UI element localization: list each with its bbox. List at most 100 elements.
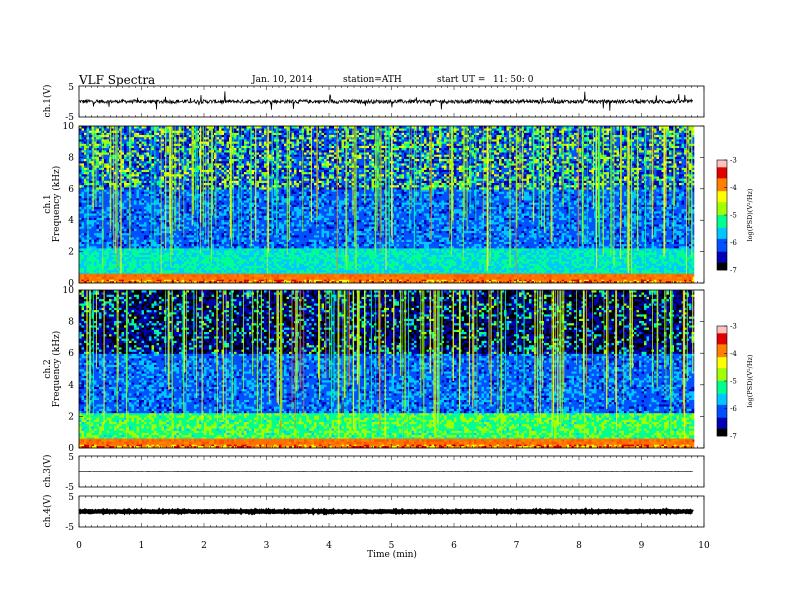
spectrogram-cell (407, 259, 410, 261)
spectrogram-cell (147, 244, 150, 246)
spectrogram-cell (137, 239, 140, 241)
spectrogram-cell (512, 248, 515, 250)
spectrogram-cell (382, 244, 385, 246)
spectrogram-cell (254, 263, 257, 265)
spectrogram-cell (547, 259, 550, 261)
spectrogram-cell (307, 244, 310, 246)
spectrogram-cell (142, 253, 145, 255)
spectrogram-cell (457, 248, 460, 250)
spectrogram-cell (202, 250, 205, 252)
spectrogram-cell (579, 248, 582, 250)
spectrogram-cell (472, 242, 475, 244)
spectrogram-cell (434, 263, 437, 265)
spectrogram-cell (202, 255, 205, 257)
spectrogram-cell (634, 261, 637, 263)
spectrogram-cell (447, 244, 450, 246)
spectrogram-cell (432, 250, 435, 252)
spectrogram-cell (299, 270, 302, 272)
spectrogram-cell (309, 244, 312, 246)
spectrogram-cell (587, 244, 590, 246)
spectrogram-cell (104, 255, 107, 257)
spectrogram-cell (157, 261, 160, 263)
spectrogram-cell (472, 250, 475, 252)
spectrogram-cell (519, 263, 522, 265)
spectrogram-cell (637, 253, 640, 255)
spectrogram-cell (162, 259, 165, 261)
spectrogram-cell (434, 253, 437, 255)
spectrogram-cell (244, 248, 247, 250)
spectrogram-cell (187, 253, 190, 255)
spectrogram-cell (179, 248, 182, 250)
spectrogram-cell (172, 259, 175, 261)
spectrogram-cell (154, 266, 157, 268)
spectrogram-cell (562, 266, 565, 268)
spectrogram-cell (537, 242, 540, 244)
spectrogram-cell (609, 259, 612, 261)
spectrogram-cell (347, 270, 350, 272)
spectrogram-cell (254, 259, 257, 261)
spectrogram-cell (167, 239, 170, 241)
spectrogram-cell (84, 250, 87, 252)
spectrogram-cell (517, 270, 520, 272)
spectrogram-cell (147, 263, 150, 265)
spectrogram-cell (234, 253, 237, 255)
spectrogram-cell (534, 242, 537, 244)
spectrogram-cell (242, 266, 245, 268)
spectrogram-cell (312, 248, 315, 250)
spectrogram-cell (257, 239, 260, 241)
spectrogram-cell (187, 250, 190, 252)
spectrogram-cell (579, 250, 582, 252)
spectrogram-cell (552, 259, 555, 261)
spectrogram-cell (522, 255, 525, 257)
spectrogram-cell (214, 253, 217, 255)
spectrogram-cell (279, 253, 282, 255)
spectrogram-cell (337, 253, 340, 255)
spectrogram-cell (444, 263, 447, 265)
spectrogram-cell (497, 253, 500, 255)
spectrogram-cell (574, 250, 577, 252)
spectrogram-cell (459, 242, 462, 244)
spectrogram-cell (394, 259, 397, 261)
spectrogram-cell (409, 255, 412, 257)
spectrogram-cell (167, 242, 170, 244)
spectrogram-cell (424, 248, 427, 250)
spectrogram-cell (479, 248, 482, 250)
spectrogram-cell (572, 266, 575, 268)
spectrogram-cell (464, 270, 467, 272)
spectrogram-cell (219, 259, 222, 261)
spectrogram-cell (472, 244, 475, 246)
spectrogram-cell (214, 244, 217, 246)
spectrogram-cell (214, 248, 217, 250)
spectrogram-cell (284, 239, 287, 241)
spectrogram-cell (549, 244, 552, 246)
spectrogram-cell (447, 259, 450, 261)
spectrogram-cell (92, 244, 95, 246)
spectrogram-cell (452, 266, 455, 268)
spectrogram-cell (592, 255, 595, 257)
spectrogram-cell (127, 261, 130, 263)
spectrogram-cell (522, 244, 525, 246)
spectrogram-cell (449, 266, 452, 268)
spectrogram-cell (302, 250, 305, 252)
spectrogram-cell (197, 250, 200, 252)
spectrogram-cell (217, 253, 220, 255)
spectrogram-cell (674, 250, 677, 252)
spectrogram-cell (394, 255, 397, 257)
spectrogram-cell (589, 261, 592, 263)
spectrogram-cell (482, 242, 485, 244)
spectrogram-cell (259, 248, 262, 250)
spectrogram-cell (667, 261, 670, 263)
spectrogram-cell (337, 255, 340, 257)
spectrogram-cell (362, 250, 365, 252)
spectrogram-cell (474, 259, 477, 261)
spectrogram-cell (689, 270, 692, 272)
spectrogram-cell (302, 244, 305, 246)
spectrogram-cell (467, 255, 470, 257)
spectrogram-cell (264, 253, 267, 255)
spectrogram-cell (127, 255, 130, 257)
spectrogram-cell (574, 244, 577, 246)
spectrogram-cell (522, 242, 525, 244)
spectrogram-cell (309, 250, 312, 252)
spectrogram-cell (617, 255, 620, 257)
spectrogram-cell (299, 266, 302, 268)
